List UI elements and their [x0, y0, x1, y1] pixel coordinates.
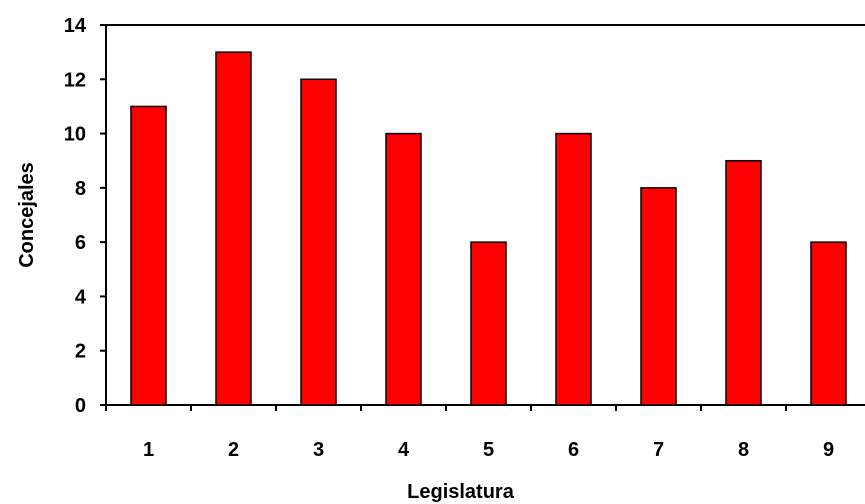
bar [470, 241, 507, 406]
x-tick-label: 5 [483, 439, 494, 461]
y-tick-label: 6 [75, 232, 86, 254]
bar [810, 241, 847, 406]
y-tick-label: 14 [64, 15, 87, 37]
bar [725, 159, 762, 406]
y-tick-label: 10 [64, 124, 86, 146]
x-tick-label: 6 [568, 439, 579, 461]
x-tick-label: 8 [738, 439, 749, 461]
bar [215, 51, 252, 406]
bar-series [130, 51, 847, 406]
bar [130, 105, 167, 406]
bar [300, 78, 337, 406]
bar [555, 132, 592, 406]
y-axis: 0 2 4 6 8 10 12 14 [64, 15, 106, 417]
x-tick-label: 7 [653, 439, 664, 461]
bar [385, 132, 422, 406]
x-tick-label: 2 [228, 439, 239, 461]
y-tick-label: 4 [75, 286, 87, 308]
x-tick-label: 9 [823, 439, 834, 461]
y-tick-label: 8 [75, 178, 86, 200]
x-tick-label: 1 [143, 439, 154, 461]
bar [640, 187, 677, 406]
y-tick-label: 0 [75, 395, 86, 417]
x-tick-label: 4 [398, 439, 410, 461]
x-axis: 1 2 3 4 5 6 7 8 9 [105, 405, 834, 461]
y-axis-title: Concejales [16, 162, 38, 268]
y-tick-label: 2 [75, 341, 86, 363]
x-axis-title: Legislatura [407, 481, 515, 503]
y-tick-label: 12 [64, 69, 86, 91]
x-tick-label: 3 [313, 439, 324, 461]
